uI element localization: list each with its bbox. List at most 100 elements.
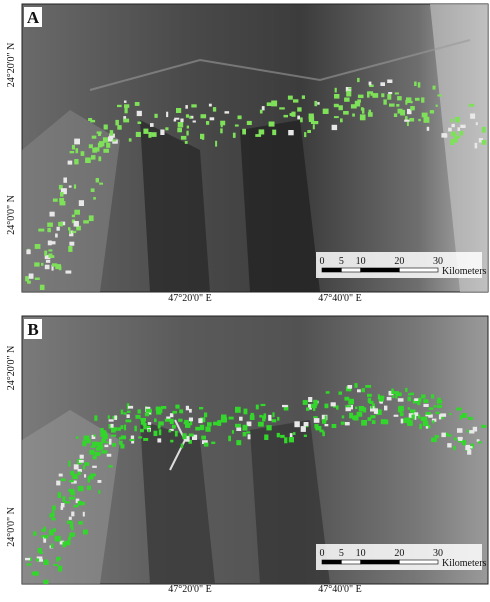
- vegetation-patch: [107, 441, 110, 443]
- vegetation-patch: [56, 481, 60, 486]
- vegetation-patch: [313, 121, 318, 124]
- vegetation-patch: [72, 231, 76, 233]
- vegetation-patch: [53, 528, 56, 532]
- vegetation-patch: [70, 522, 73, 528]
- vegetation-patch: [91, 188, 95, 192]
- vegetation-patch: [126, 420, 132, 423]
- vegetation-patch: [481, 425, 486, 428]
- vegetation-patch: [284, 437, 287, 443]
- vegetation-patch: [336, 405, 339, 409]
- vegetation-patch: [102, 450, 108, 453]
- vegetation-patch: [200, 425, 204, 430]
- vegetation-patch: [36, 558, 39, 561]
- vegetation-patch: [100, 435, 103, 437]
- vegetation-patch: [394, 415, 399, 417]
- vegetation-patch: [380, 82, 385, 86]
- vegetation-patch: [346, 91, 351, 97]
- scale-tick-label: 10: [356, 548, 366, 559]
- vegetation-patch: [395, 92, 399, 94]
- vegetation-patch: [437, 398, 441, 402]
- vegetation-patch: [124, 104, 129, 108]
- vegetation-patch: [98, 134, 101, 136]
- vegetation-patch: [439, 414, 441, 419]
- vegetation-patch: [179, 409, 183, 413]
- vegetation-patch: [166, 112, 168, 117]
- vegetation-patch: [61, 503, 65, 507]
- vegetation-patch: [115, 120, 119, 126]
- vegetation-patch: [261, 404, 266, 406]
- vegetation-patch: [307, 130, 311, 133]
- vegetation-patch: [301, 426, 306, 432]
- vegetation-patch: [121, 410, 124, 415]
- vegetation-patch: [309, 114, 314, 120]
- vegetation-patch: [156, 407, 161, 412]
- longitude-label: 47°40'0" E: [318, 584, 362, 595]
- vegetation-patch: [213, 107, 216, 112]
- vegetation-patch: [78, 521, 83, 525]
- scale-unit: Kilometers: [442, 266, 487, 277]
- vegetation-patch: [117, 125, 121, 130]
- vegetation-patch: [97, 131, 102, 133]
- vegetation-patch: [448, 128, 452, 132]
- vegetation-patch: [98, 156, 101, 161]
- vegetation-patch: [340, 118, 343, 122]
- vegetation-patch: [89, 450, 94, 455]
- vegetation-patch: [403, 419, 405, 421]
- vegetation-patch: [47, 223, 53, 227]
- vegetation-patch: [96, 178, 99, 183]
- vegetation-patch: [423, 404, 428, 407]
- vegetation-patch: [69, 242, 74, 246]
- vegetation-patch: [88, 118, 92, 121]
- vegetation-patch: [469, 430, 474, 433]
- vegetation-patch: [235, 424, 241, 428]
- vegetation-patch: [26, 563, 31, 565]
- vegetation-patch: [129, 138, 132, 141]
- vegetation-patch: [108, 136, 113, 141]
- vegetation-patch: [109, 439, 112, 445]
- vegetation-patch: [43, 580, 48, 584]
- vegetation-patch: [83, 466, 85, 470]
- vegetation-patch: [94, 147, 99, 151]
- vegetation-patch: [111, 428, 116, 432]
- vegetation-patch: [313, 416, 318, 418]
- vegetation-patch: [304, 422, 309, 426]
- vegetation-patch: [303, 400, 308, 405]
- vegetation-patch: [58, 566, 62, 572]
- vegetation-patch: [462, 440, 466, 445]
- vegetation-patch: [264, 435, 268, 441]
- vegetation-patch: [314, 101, 317, 106]
- vegetation-patch: [185, 105, 188, 109]
- vegetation-patch: [272, 130, 276, 136]
- vegetation-patch: [69, 497, 75, 500]
- vegetation-patch: [176, 405, 180, 409]
- vegetation-patch: [447, 443, 451, 447]
- vegetation-patch: [407, 122, 409, 126]
- vegetation-patch: [204, 443, 209, 447]
- vegetation-patch: [55, 234, 58, 238]
- vegetation-patch: [205, 427, 210, 432]
- vegetation-patch: [460, 125, 465, 128]
- scale-tick-label: 10: [356, 256, 366, 267]
- vegetation-patch: [372, 420, 376, 424]
- vegetation-patch: [435, 435, 439, 438]
- vegetation-patch: [189, 434, 194, 437]
- vegetation-patch: [325, 424, 329, 426]
- vegetation-patch: [272, 412, 274, 417]
- vegetation-patch: [41, 263, 43, 266]
- vegetation-patch: [127, 411, 131, 413]
- vegetation-patch: [398, 109, 403, 114]
- vegetation-patch: [289, 437, 294, 442]
- vegetation-patch: [72, 215, 75, 218]
- vegetation-patch: [177, 128, 182, 133]
- vegetation-patch: [313, 400, 317, 403]
- vegetation-patch: [60, 201, 66, 205]
- vegetation-patch: [51, 241, 56, 244]
- vegetation-patch: [422, 417, 428, 421]
- vegetation-patch: [232, 430, 234, 434]
- scale-segment: [361, 268, 400, 272]
- vegetation-patch: [49, 515, 54, 518]
- page: {"panels": [ {"label": "A", "lat_labels"…: [0, 0, 490, 597]
- vegetation-patch: [83, 512, 85, 517]
- vegetation-patch: [154, 114, 157, 118]
- vegetation-patch: [193, 121, 196, 123]
